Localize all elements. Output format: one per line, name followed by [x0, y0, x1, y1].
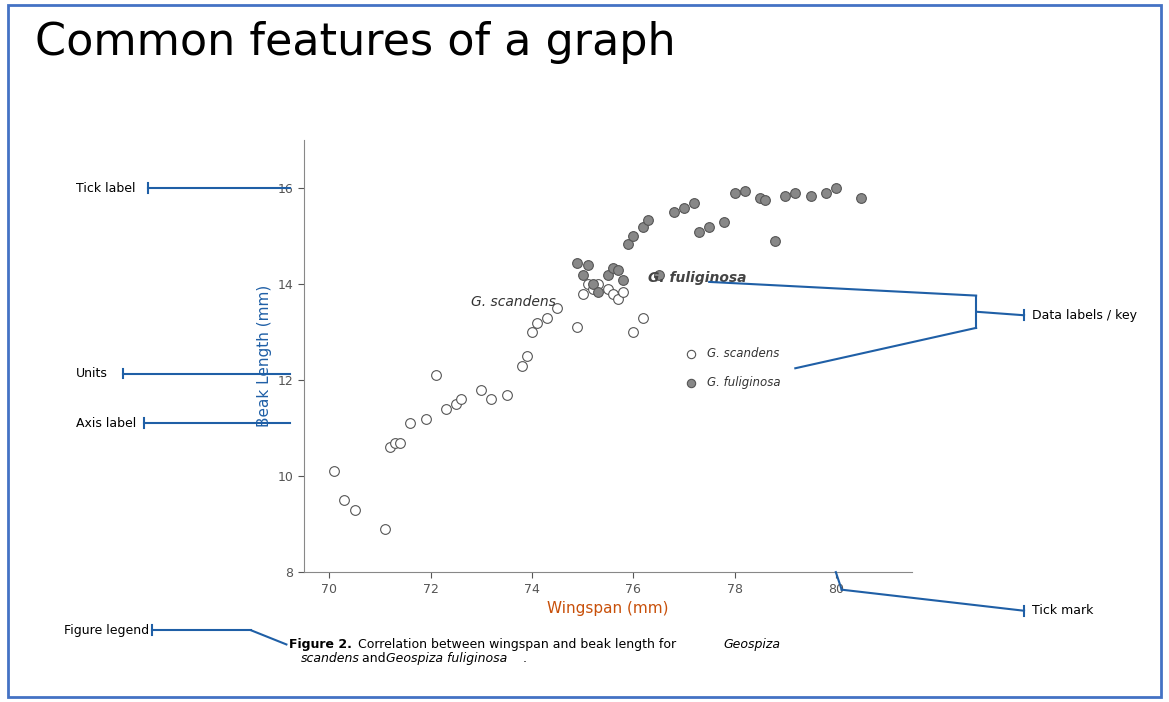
Point — [675, 202, 693, 213]
Point — [568, 257, 587, 268]
Point — [447, 399, 465, 410]
Text: .: . — [523, 652, 526, 665]
Point — [614, 286, 632, 297]
Point — [599, 269, 617, 280]
Point — [588, 279, 607, 290]
Point — [852, 192, 871, 204]
Point — [336, 494, 354, 505]
Point — [634, 312, 652, 324]
Text: G. fuliginosa: G. fuliginosa — [707, 376, 780, 389]
Point — [700, 221, 719, 232]
Point — [634, 221, 652, 232]
Point — [579, 279, 597, 290]
Point — [826, 183, 845, 194]
Text: G. scandens: G. scandens — [471, 295, 556, 309]
Point — [325, 466, 344, 477]
Text: G. scandens: G. scandens — [707, 347, 779, 360]
Point — [345, 504, 364, 515]
Point — [512, 360, 531, 371]
Point — [735, 185, 754, 197]
Point — [801, 190, 819, 201]
Point — [685, 197, 704, 208]
Text: G. fuliginosa: G. fuliginosa — [649, 271, 747, 285]
Point — [548, 303, 567, 314]
Point — [518, 350, 537, 362]
Text: Correlation between wingspan and beak length for: Correlation between wingspan and beak le… — [354, 638, 680, 651]
Point — [609, 264, 628, 275]
Point — [390, 437, 409, 448]
Point — [381, 442, 400, 453]
Text: Figure 2.: Figure 2. — [289, 638, 352, 651]
Point — [715, 216, 734, 227]
Text: Geospiza fuliginosa: Geospiza fuliginosa — [386, 652, 507, 665]
Point — [690, 226, 708, 237]
Point — [614, 274, 632, 285]
Point — [375, 524, 394, 535]
Point — [599, 284, 617, 295]
Point — [527, 317, 546, 329]
Point — [416, 413, 435, 424]
Point — [603, 262, 622, 273]
Point — [750, 192, 769, 204]
Point — [497, 389, 516, 400]
Y-axis label: Beak Length (mm): Beak Length (mm) — [257, 285, 272, 428]
Point — [451, 394, 470, 405]
Text: Units: Units — [76, 367, 108, 380]
Point — [725, 187, 743, 199]
Point — [583, 279, 602, 290]
Point — [609, 293, 628, 305]
Point — [573, 289, 592, 300]
Text: Axis label: Axis label — [76, 417, 137, 430]
Text: Geospiza: Geospiza — [724, 638, 781, 651]
Point — [436, 404, 455, 415]
Point — [683, 377, 701, 388]
X-axis label: Wingspan (mm): Wingspan (mm) — [547, 601, 669, 616]
Point — [538, 312, 556, 324]
Point — [776, 190, 795, 201]
Text: Tick label: Tick label — [76, 182, 136, 195]
Point — [816, 187, 835, 199]
Point — [386, 437, 404, 448]
Text: Tick mark: Tick mark — [1032, 604, 1094, 617]
Point — [624, 326, 643, 338]
Point — [766, 235, 784, 246]
Text: Data labels / key: Data labels / key — [1032, 309, 1137, 322]
Point — [588, 286, 607, 297]
Point — [482, 394, 500, 405]
Point — [568, 322, 587, 333]
Text: Figure legend: Figure legend — [64, 624, 150, 637]
Point — [755, 194, 774, 206]
Point — [472, 384, 491, 395]
Point — [649, 269, 667, 280]
Point — [618, 238, 637, 249]
Point — [573, 269, 592, 280]
Point — [427, 370, 445, 381]
Point — [664, 206, 683, 218]
Point — [786, 187, 804, 199]
Text: scandens: scandens — [300, 652, 359, 665]
Point — [523, 326, 541, 338]
Point — [603, 289, 622, 300]
Point — [583, 284, 602, 295]
Point — [401, 418, 420, 429]
Point — [683, 348, 701, 359]
Point — [639, 214, 658, 225]
Point — [624, 231, 643, 242]
Text: Common features of a graph: Common features of a graph — [35, 21, 676, 64]
Point — [579, 260, 597, 271]
Text: and: and — [358, 652, 389, 665]
